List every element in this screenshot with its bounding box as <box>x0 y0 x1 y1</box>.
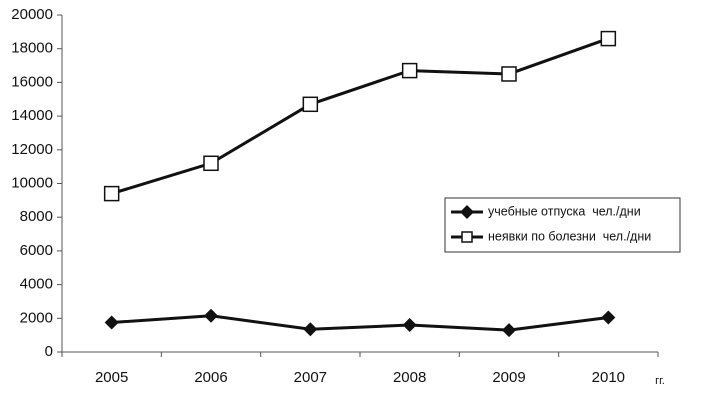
point <box>204 308 218 323</box>
y-tick-label: 10000 <box>11 174 53 191</box>
y-tick-label: 2000 <box>20 309 53 326</box>
legend-label: неявки по болезни чел./дни <box>488 229 651 243</box>
legend-marker <box>460 205 474 219</box>
point <box>502 323 516 338</box>
x-tick-label: 2007 <box>294 369 327 386</box>
y-tick-label: 8000 <box>20 208 53 225</box>
point <box>401 62 418 79</box>
point <box>600 30 617 47</box>
series-line <box>111 37 609 196</box>
y-tick-label: 0 <box>45 343 53 360</box>
y-tick-label: 18000 <box>11 40 53 57</box>
point <box>203 155 219 172</box>
x-tick-label: 2010 <box>592 369 625 386</box>
point <box>103 185 120 202</box>
y-tick-label: 14000 <box>11 107 53 124</box>
x-tick-label: 2008 <box>393 369 426 386</box>
legend: учебные отпуска чел./дни неявки по болезн… <box>444 197 681 253</box>
point <box>303 322 318 337</box>
legend-marker <box>461 231 473 243</box>
point <box>601 310 616 325</box>
point <box>501 66 517 82</box>
y-tick-label: 16000 <box>11 73 53 90</box>
point <box>104 315 119 330</box>
x-tick-label: 2009 <box>492 369 525 386</box>
y-tick-label: 12000 <box>11 141 53 158</box>
y-tick-label: 4000 <box>20 276 53 293</box>
legend-label: учебные отпуска чел./дни <box>488 204 641 218</box>
x-tick-label: 2005 <box>95 369 128 386</box>
y-tick-label: 20000 <box>11 6 53 23</box>
y-tick-label: 6000 <box>20 242 53 259</box>
x-axis-label: гг. <box>655 375 665 387</box>
point <box>302 96 319 113</box>
x-tick-label: 2006 <box>194 369 227 386</box>
legend-box <box>444 197 681 253</box>
point <box>402 318 417 333</box>
series-line <box>111 314 609 332</box>
